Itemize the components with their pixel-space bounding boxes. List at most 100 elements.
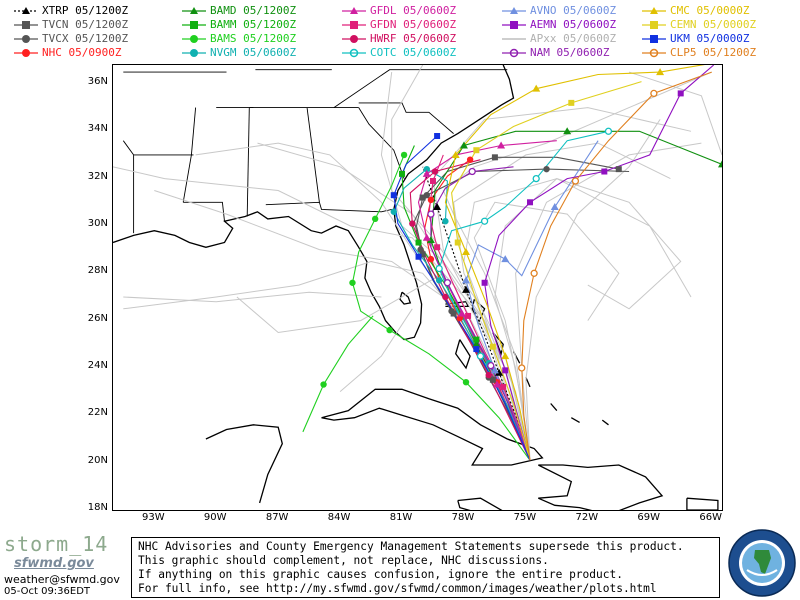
track-marker — [415, 239, 422, 246]
ensemble-track — [339, 308, 413, 392]
legend-label: CMC 05/0000Z — [670, 4, 750, 17]
state-border — [265, 201, 392, 213]
track-marker — [500, 383, 507, 390]
timestamp: 05-Oct 09:36EDT — [4, 586, 91, 597]
track-marker — [492, 380, 501, 388]
contact-email[interactable]: weather@sfwmd.gov — [4, 573, 120, 586]
legend-label: COTC 05/0600Z — [370, 46, 457, 59]
legend-label: AVNO 05/0600Z — [530, 4, 617, 17]
track-marker — [650, 89, 658, 98]
track-marker — [462, 276, 471, 284]
track-marker — [349, 279, 356, 286]
model-track — [465, 140, 599, 461]
track-marker — [371, 215, 379, 223]
legend-marker-icon — [642, 7, 666, 14]
legend-label: HWRF 05/0600Z — [370, 32, 457, 45]
lat-tick-label: 26N — [87, 312, 108, 324]
legend-marker-icon — [642, 48, 666, 58]
legend-marker-icon — [342, 48, 366, 58]
ensemble-track — [515, 142, 702, 461]
track-marker — [409, 220, 416, 227]
track-marker — [527, 199, 534, 206]
track-marker — [497, 141, 506, 149]
track-marker — [571, 177, 580, 185]
track-marker — [427, 210, 435, 218]
sfwmd-seal-icon — [728, 529, 796, 597]
track-marker — [435, 277, 443, 284]
coastline — [113, 65, 515, 341]
lat-tick-label: 30N — [87, 217, 108, 229]
lon-tick-label: 90W — [203, 512, 227, 523]
model-track — [302, 315, 374, 433]
track-marker — [465, 312, 472, 319]
model-track — [484, 65, 715, 461]
track-marker — [417, 246, 424, 253]
model-track — [451, 81, 642, 461]
track-marker — [434, 244, 441, 251]
legend-label: BAMM 05/1200Z — [210, 18, 297, 31]
bahamas-island — [601, 419, 609, 426]
track-marker — [473, 336, 480, 343]
map-canvas — [113, 65, 722, 510]
bahamas-island — [570, 417, 580, 423]
legend-label: TVCX 05/1200Z — [42, 32, 129, 45]
legend-label: BAMD 05/1200Z — [210, 4, 297, 17]
legend-label: XTRP 05/1200Z — [42, 4, 129, 17]
track-marker — [656, 68, 665, 76]
track-marker — [423, 165, 430, 173]
model-track — [521, 71, 712, 461]
legend-label: CEMN 05/0000Z — [670, 18, 757, 31]
legend-marker-icon — [502, 38, 526, 40]
legend-marker-icon — [14, 49, 38, 57]
legend-marker-icon — [502, 7, 526, 14]
legend-label: NHC 05/0900Z — [42, 46, 122, 59]
bahamas-island — [525, 377, 531, 388]
legend-label: UKM 05/0000Z — [670, 32, 750, 45]
notice-line[interactable]: For full info, see http://my.sfwmd.gov/s… — [138, 582, 657, 595]
track-marker — [415, 253, 422, 260]
track-marker — [386, 326, 393, 334]
model-track — [409, 159, 531, 461]
disclaimer-box: NHC Advisories and County Emergency Mana… — [131, 537, 720, 598]
ensemble-track — [195, 142, 531, 461]
legend-label: BAMS 05/1200Z — [210, 32, 297, 45]
track-marker — [443, 279, 452, 287]
track-marker — [532, 84, 541, 92]
track-marker — [476, 352, 485, 360]
track-marker — [390, 208, 397, 215]
legend-label: CLP5 05/1200Z — [670, 46, 757, 59]
track-marker — [457, 309, 466, 317]
track-marker — [485, 371, 492, 379]
state-border — [122, 140, 135, 234]
legend-marker-icon — [502, 21, 526, 29]
state-border — [183, 201, 225, 222]
legend-label: NVGM 05/0600Z — [210, 46, 297, 59]
track-marker — [422, 169, 431, 177]
track-marker — [400, 151, 408, 159]
state-border — [246, 107, 250, 217]
track-marker — [543, 165, 550, 173]
track-marker — [468, 167, 476, 176]
sfwmd-logo-text[interactable]: sfwmd.gov — [14, 556, 94, 571]
puerto-rico-coastline — [686, 497, 719, 510]
model-track — [351, 154, 531, 461]
state-border — [358, 107, 405, 179]
track-marker — [487, 361, 495, 370]
bahamas-island — [454, 339, 471, 370]
track-marker — [459, 141, 468, 149]
lon-tick-label: 75W — [513, 512, 537, 523]
track-marker — [473, 147, 480, 154]
track-marker — [399, 170, 406, 177]
lat-tick-label: 28N — [87, 265, 108, 277]
cuba-coastline — [321, 388, 544, 466]
track-marker — [604, 127, 613, 135]
notice-line: NHC Advisories and County Emergency Mana… — [138, 540, 684, 553]
legend-marker-icon — [14, 21, 38, 29]
lat-tick-label: 32N — [87, 170, 108, 182]
track-marker — [462, 378, 470, 386]
track-marker — [550, 203, 559, 211]
state-border — [358, 102, 454, 134]
track-marker — [601, 168, 608, 175]
model-legend: XTRP 05/1200Z TVCN 05/1200Z TVCX 05/1200Z N… — [0, 0, 800, 62]
lat-tick-label: 18N — [87, 502, 108, 513]
